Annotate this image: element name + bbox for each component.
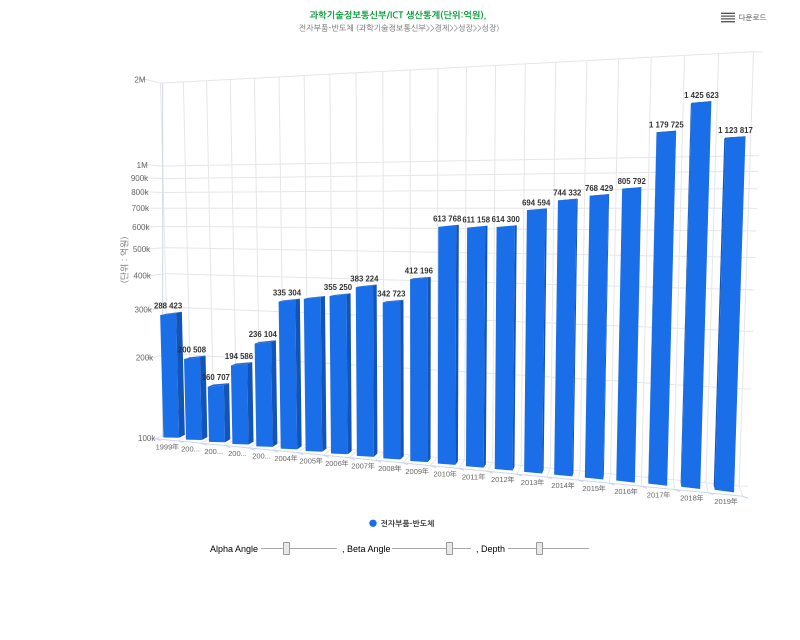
svg-text:200...: 200... bbox=[181, 445, 200, 454]
svg-text:2005: 2005 bbox=[299, 456, 316, 465]
svg-text:2008: 2008 bbox=[378, 464, 395, 473]
svg-text:2019: 2019 bbox=[714, 497, 731, 506]
svg-text:613 768: 613 768 bbox=[433, 215, 462, 224]
svg-text:400k: 400k bbox=[134, 271, 152, 280]
svg-text:236 104: 236 104 bbox=[249, 330, 278, 339]
svg-text:1M: 1M bbox=[137, 161, 148, 170]
svg-text:335 304: 335 304 bbox=[273, 288, 302, 297]
svg-text:1 123 817: 1 123 817 bbox=[718, 126, 753, 135]
svg-text:2013: 2013 bbox=[521, 478, 538, 487]
svg-text:600k: 600k bbox=[132, 223, 150, 232]
svg-text:288 423: 288 423 bbox=[154, 302, 183, 311]
svg-text:1 179 725: 1 179 725 bbox=[649, 120, 684, 129]
svg-text:2012: 2012 bbox=[491, 475, 508, 484]
svg-text:694 594: 694 594 bbox=[522, 198, 551, 207]
svg-text:2006: 2006 bbox=[325, 459, 342, 468]
svg-text:614 300: 614 300 bbox=[492, 215, 521, 224]
svg-text:805 792: 805 792 bbox=[618, 177, 647, 186]
svg-text:2007: 2007 bbox=[351, 462, 368, 471]
svg-text:160 707: 160 707 bbox=[202, 373, 230, 382]
svg-text:2014: 2014 bbox=[551, 481, 568, 490]
svg-text:2011: 2011 bbox=[462, 472, 478, 481]
svg-text:100k: 100k bbox=[138, 434, 156, 443]
svg-text:200k: 200k bbox=[136, 353, 154, 362]
svg-text:200...: 200... bbox=[228, 449, 247, 458]
svg-text:768 429: 768 429 bbox=[585, 184, 614, 193]
svg-text:200 508: 200 508 bbox=[178, 345, 207, 354]
svg-text:383 224: 383 224 bbox=[350, 274, 379, 283]
svg-text:194 586: 194 586 bbox=[225, 352, 254, 361]
svg-text:412 196: 412 196 bbox=[405, 267, 434, 276]
svg-text:2018: 2018 bbox=[680, 494, 697, 503]
svg-text:342 723: 342 723 bbox=[377, 290, 406, 299]
svg-text:2015: 2015 bbox=[582, 484, 599, 493]
svg-text:2009: 2009 bbox=[405, 467, 422, 476]
svg-text:1 425 623: 1 425 623 bbox=[684, 91, 719, 100]
svg-text:500k: 500k bbox=[133, 245, 151, 254]
svg-text:1999: 1999 bbox=[156, 442, 173, 451]
svg-text:2010: 2010 bbox=[433, 470, 450, 479]
svg-text:2M: 2M bbox=[134, 76, 145, 85]
svg-text:800k: 800k bbox=[131, 188, 149, 197]
svg-text:744 332: 744 332 bbox=[553, 189, 582, 198]
svg-text:2017: 2017 bbox=[647, 490, 664, 499]
svg-text:355 250: 355 250 bbox=[324, 283, 353, 292]
svg-text:700k: 700k bbox=[132, 204, 150, 213]
svg-text:2004: 2004 bbox=[274, 454, 291, 463]
svg-text:900k: 900k bbox=[131, 174, 149, 183]
svg-text:200...: 200... bbox=[252, 452, 271, 461]
svg-text:200...: 200... bbox=[204, 447, 223, 456]
svg-text:611 158: 611 158 bbox=[462, 215, 490, 224]
svg-text:300k: 300k bbox=[135, 306, 153, 315]
svg-text:2016: 2016 bbox=[614, 487, 631, 496]
